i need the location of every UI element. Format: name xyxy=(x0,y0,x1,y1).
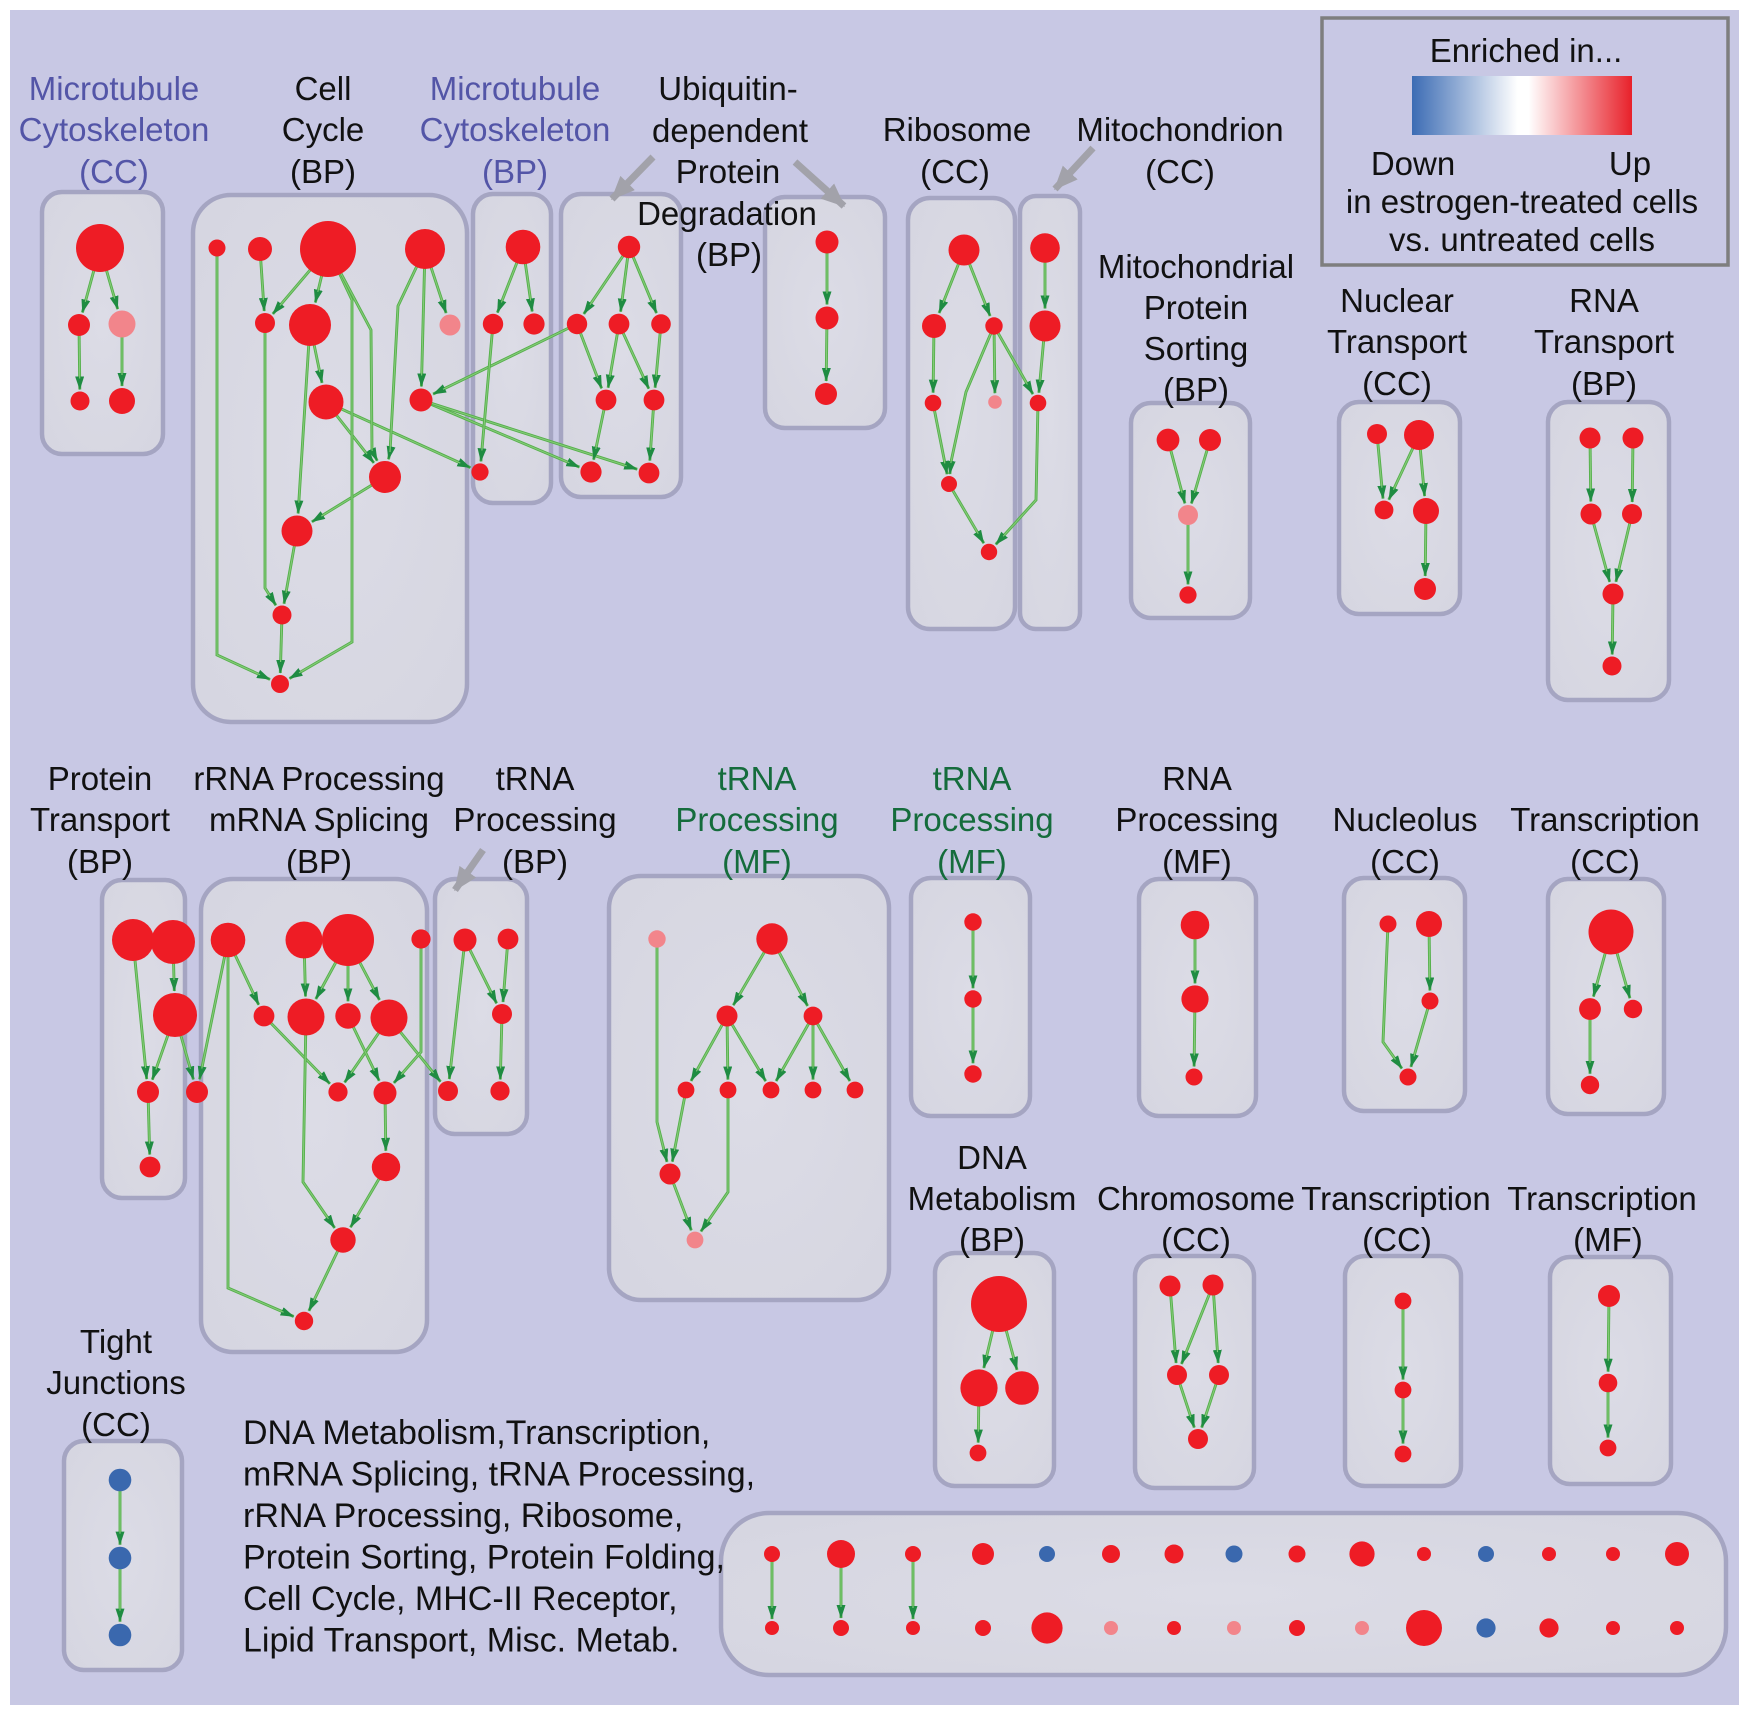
svg-text:Mitochondrial: Mitochondrial xyxy=(1098,248,1294,285)
svg-text:(MF): (MF) xyxy=(937,843,1007,880)
svg-text:tRNA: tRNA xyxy=(496,760,575,797)
svg-text:Microtubule: Microtubule xyxy=(29,70,200,107)
svg-text:Microtubule: Microtubule xyxy=(430,70,601,107)
svg-text:Degradation: Degradation xyxy=(637,195,817,232)
svg-text:Chromosome: Chromosome xyxy=(1097,1180,1295,1217)
svg-text:Processing: Processing xyxy=(675,801,838,838)
svg-text:(CC): (CC) xyxy=(81,1406,151,1443)
svg-text:(CC): (CC) xyxy=(1362,365,1432,402)
svg-text:(BP): (BP) xyxy=(502,843,568,880)
svg-text:Cytoskeleton: Cytoskeleton xyxy=(19,111,210,148)
svg-text:(CC): (CC) xyxy=(1370,843,1440,880)
svg-text:Cell: Cell xyxy=(295,70,352,107)
svg-text:Enriched in...: Enriched in... xyxy=(1430,32,1623,69)
svg-text:(MF): (MF) xyxy=(722,843,792,880)
svg-text:(CC): (CC) xyxy=(1362,1221,1432,1258)
svg-text:Ubiquitin-: Ubiquitin- xyxy=(658,70,797,107)
svg-text:Mitochondrion: Mitochondrion xyxy=(1076,111,1283,148)
svg-text:(CC): (CC) xyxy=(1145,153,1215,190)
svg-text:mRNA Splicing: mRNA Splicing xyxy=(209,801,429,838)
svg-text:(CC): (CC) xyxy=(1570,843,1640,880)
svg-text:Transcription: Transcription xyxy=(1507,1180,1697,1217)
svg-text:Processing: Processing xyxy=(453,801,616,838)
svg-text:(BP): (BP) xyxy=(290,153,356,190)
svg-text:Nuclear: Nuclear xyxy=(1340,282,1454,319)
svg-text:Cell Cycle, MHC-II Receptor,: Cell Cycle, MHC-II Receptor, xyxy=(243,1580,678,1618)
svg-text:rRNA Processing: rRNA Processing xyxy=(193,760,444,797)
svg-text:Lipid Transport, Misc. Metab.: Lipid Transport, Misc. Metab. xyxy=(243,1622,680,1660)
svg-text:Cytoskeleton: Cytoskeleton xyxy=(420,111,611,148)
svg-text:rRNA Processing, Ribosome,: rRNA Processing, Ribosome, xyxy=(243,1497,683,1535)
svg-text:tRNA: tRNA xyxy=(933,760,1012,797)
svg-text:Transport: Transport xyxy=(30,801,170,838)
svg-text:mRNA Splicing, tRNA Processing: mRNA Splicing, tRNA Processing, xyxy=(243,1456,755,1494)
svg-text:(BP): (BP) xyxy=(1163,371,1229,408)
svg-text:Transcription: Transcription xyxy=(1510,801,1700,838)
svg-text:Transcription: Transcription xyxy=(1301,1180,1491,1217)
svg-text:Transport: Transport xyxy=(1534,323,1674,360)
svg-text:(BP): (BP) xyxy=(482,153,548,190)
svg-text:(BP): (BP) xyxy=(959,1221,1025,1258)
svg-text:in estrogen-treated cells: in estrogen-treated cells xyxy=(1346,183,1698,220)
svg-text:(BP): (BP) xyxy=(1571,365,1637,402)
svg-text:Down: Down xyxy=(1371,145,1455,182)
svg-text:Junctions: Junctions xyxy=(46,1364,185,1401)
svg-text:DNA: DNA xyxy=(957,1139,1027,1176)
svg-text:Tight: Tight xyxy=(80,1323,152,1360)
svg-text:(BP): (BP) xyxy=(696,236,762,273)
svg-text:Processing: Processing xyxy=(1115,801,1278,838)
svg-text:DNA Metabolism,Transcription,: DNA Metabolism,Transcription, xyxy=(243,1414,710,1452)
svg-text:(CC): (CC) xyxy=(79,153,149,190)
svg-text:Up: Up xyxy=(1609,145,1651,182)
svg-text:(BP): (BP) xyxy=(67,843,133,880)
svg-text:(CC): (CC) xyxy=(920,153,990,190)
svg-text:Transport: Transport xyxy=(1327,323,1467,360)
svg-text:RNA: RNA xyxy=(1569,282,1639,319)
svg-text:Protein: Protein xyxy=(676,153,781,190)
svg-text:Sorting: Sorting xyxy=(1144,330,1249,367)
svg-text:tRNA: tRNA xyxy=(718,760,797,797)
svg-text:(CC): (CC) xyxy=(1161,1221,1231,1258)
svg-text:Protein: Protein xyxy=(1144,289,1249,326)
svg-text:dependent: dependent xyxy=(652,112,808,149)
svg-text:vs. untreated cells: vs. untreated cells xyxy=(1389,221,1655,258)
svg-text:Cycle: Cycle xyxy=(282,111,365,148)
svg-text:Protein Sorting, Protein Foldi: Protein Sorting, Protein Folding, xyxy=(243,1539,725,1577)
svg-text:(MF): (MF) xyxy=(1162,843,1232,880)
svg-text:(BP): (BP) xyxy=(286,843,352,880)
svg-text:Processing: Processing xyxy=(890,801,1053,838)
svg-text:Metabolism: Metabolism xyxy=(908,1180,1077,1217)
svg-text:(MF): (MF) xyxy=(1573,1221,1643,1258)
svg-text:Ribosome: Ribosome xyxy=(883,111,1032,148)
svg-text:Nucleolus: Nucleolus xyxy=(1333,801,1478,838)
svg-text:RNA: RNA xyxy=(1162,760,1232,797)
svg-text:Protein: Protein xyxy=(48,760,153,797)
